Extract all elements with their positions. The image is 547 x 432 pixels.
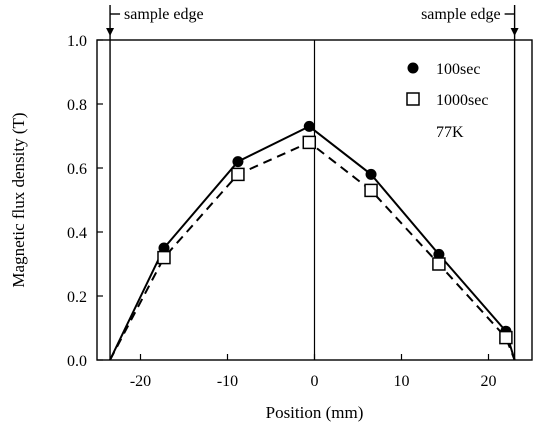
series-0-point bbox=[303, 120, 315, 132]
series-1-point bbox=[231, 167, 245, 182]
series-line-0 bbox=[109, 125, 516, 361]
y-tick-label: 0.8 bbox=[67, 97, 87, 114]
series-1-point bbox=[432, 257, 446, 271]
y-tick-label: 0.0 bbox=[67, 353, 87, 370]
series-1-point bbox=[499, 330, 513, 345]
legend: 100sec 1000sec 77K bbox=[406, 61, 488, 141]
x-tick-label: -20 bbox=[130, 373, 151, 390]
sample-edge-arrow-left bbox=[106, 28, 115, 36]
series-0-point bbox=[365, 168, 377, 180]
x-tick-label: 0 bbox=[311, 373, 319, 390]
series-0-point bbox=[232, 156, 244, 168]
x-tick-label: -10 bbox=[217, 373, 238, 390]
x-tick-label: 20 bbox=[481, 373, 497, 390]
series-1-point bbox=[302, 135, 317, 150]
series-0-point bbox=[433, 248, 445, 260]
y-tick-label: 0.2 bbox=[67, 289, 87, 306]
legend-note: 77K bbox=[436, 124, 464, 141]
legend-marker-1 bbox=[406, 92, 420, 106]
y-tick-label: 0.4 bbox=[67, 225, 87, 242]
plot-frame bbox=[96, 39, 533, 361]
y-tick-label: 1.0 bbox=[67, 33, 87, 50]
legend-marker-0 bbox=[407, 62, 419, 74]
legend-label-0: 100sec bbox=[436, 61, 480, 78]
series-0-point bbox=[158, 242, 170, 254]
tick-layer: -20 -10 0 10 20 0.0 0.2 0.4 0.6 0.8 1.0 bbox=[67, 33, 497, 390]
series-layer bbox=[109, 120, 516, 361]
y-tick-label: 0.6 bbox=[67, 161, 87, 178]
series-1-point bbox=[364, 183, 378, 198]
y-axis-label: Magnetic flux density (T) bbox=[9, 112, 28, 287]
series-1-point bbox=[157, 250, 171, 265]
sample-edge-label-right: sample edge bbox=[421, 6, 501, 23]
sample-edge-layer: sample edge sample edge bbox=[106, 5, 519, 360]
x-tick-label: 10 bbox=[394, 373, 410, 390]
legend-label-1: 1000sec bbox=[436, 92, 488, 109]
x-axis-label: Position (mm) bbox=[266, 403, 364, 422]
sample-edge-label-left: sample edge bbox=[124, 6, 204, 23]
sample-edge-arrow-right bbox=[510, 28, 519, 36]
